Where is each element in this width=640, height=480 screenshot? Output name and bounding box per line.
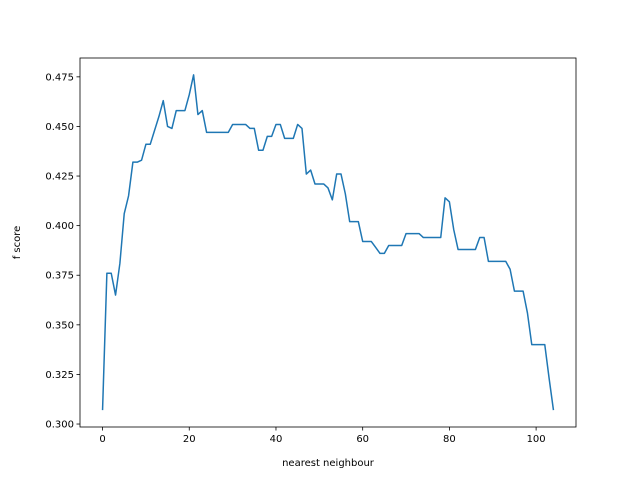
y-tick-label: 0.350 [45,320,74,331]
series-line-0 [101,74,555,411]
y-tick-label: 0.450 [45,122,74,133]
y-tick-label: 0.400 [45,221,74,232]
x-tick-label: 20 [183,434,196,445]
x-tick-label: 0 [99,434,105,445]
x-tick-label: 60 [356,434,369,445]
x-axis-ticks: 0 20 40 60 80 100 [99,427,546,445]
y-tick-label: 0.375 [45,271,74,282]
y-tick-label: 0.325 [45,370,74,381]
y-axis-label: f score [12,226,23,260]
plot-area [101,74,555,411]
x-tick-label: 40 [270,434,283,445]
y-tick-label: 0.300 [45,420,74,431]
x-axis-label: nearest neighbour [282,458,375,469]
y-tick-label: 0.425 [45,172,74,183]
x-tick-label: 80 [443,434,456,445]
axes-frame [79,57,577,428]
y-axis-ticks: 0.300 0.325 0.350 0.375 0.400 0.425 0.450 0.475 [45,72,80,431]
y-tick-label: 0.475 [45,72,74,83]
x-tick-label: 100 [527,434,546,445]
